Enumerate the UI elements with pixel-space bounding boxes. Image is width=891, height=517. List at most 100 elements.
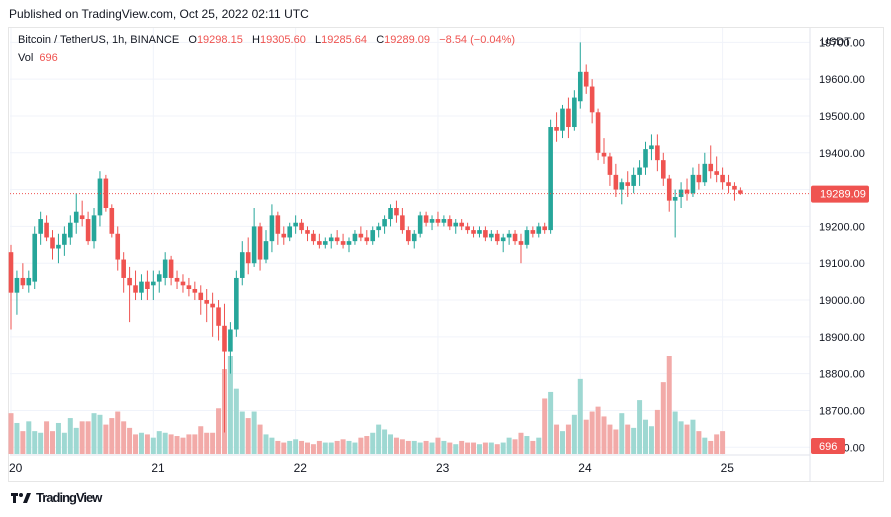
volume-bar: [138, 432, 144, 454]
volume-bar: [542, 398, 548, 454]
volume-bar: [660, 382, 666, 454]
volume-bar: [720, 431, 726, 454]
candle-body: [234, 277, 239, 330]
candle-body: [293, 222, 298, 227]
candle-body: [192, 288, 198, 293]
volume-bar: [405, 440, 411, 454]
volume-bar: [251, 411, 257, 454]
candle-body: [577, 71, 583, 102]
volume-bar: [643, 419, 649, 454]
volume-bar: [358, 437, 364, 454]
volume-bar: [417, 442, 423, 454]
volume-bar: [530, 440, 536, 454]
candle-body: [382, 219, 387, 227]
symbol-legend: Bitcoin / TetherUS, 1h, BINANCE O19298.1…: [18, 34, 515, 46]
volume-bar: [476, 444, 482, 454]
volume-bar: [293, 439, 299, 454]
volume-bar: [577, 378, 583, 454]
volume-bar: [382, 429, 388, 454]
volume-bar: [554, 424, 560, 454]
volume-bar: [275, 440, 281, 454]
volume-bar: [684, 424, 690, 454]
volume-bar: [619, 413, 625, 454]
candle-body: [726, 182, 731, 186]
candle-body: [441, 219, 447, 223]
volume-bar: [299, 440, 305, 454]
close-label: C: [376, 34, 385, 46]
last-price-badge: [811, 185, 869, 203]
candle-body: [631, 174, 636, 186]
volume-bar: [85, 421, 91, 454]
candle-body: [489, 233, 494, 238]
volume-bar: [20, 431, 26, 454]
candle-body: [661, 160, 666, 179]
volume-bar: [482, 442, 488, 454]
price-tick-label: 19000.00: [819, 295, 865, 307]
volume-bar: [38, 432, 44, 454]
volume-bar: [121, 421, 127, 454]
volume-bar: [447, 442, 453, 454]
candle-body: [210, 303, 215, 308]
volume-bar: [364, 436, 370, 454]
candle-body: [346, 241, 352, 245]
volume-bar: [565, 424, 571, 454]
volume-bar: [488, 442, 494, 454]
candle-body: [115, 233, 121, 260]
candle-body: [554, 127, 559, 131]
volume-bar: [316, 440, 322, 454]
candle-body: [32, 233, 38, 282]
volume-bar: [150, 437, 156, 454]
volume-bar: [465, 442, 471, 454]
volume-bar: [310, 444, 316, 454]
volume-label: Vol: [18, 52, 34, 64]
volume-bar: [180, 437, 186, 454]
volume-bar: [388, 434, 394, 454]
candle-body: [572, 97, 577, 128]
chart-frame: [8, 27, 884, 482]
volume-bar: [506, 437, 512, 454]
candle-body: [8, 252, 14, 293]
published-caption: Published on TradingView.com, Oct 25, 20…: [9, 7, 309, 21]
price-tick-label: 19700.00: [819, 37, 865, 49]
candle-body: [370, 230, 376, 242]
candle-body: [109, 208, 115, 234]
candle-body: [216, 307, 221, 326]
volume-bar: [340, 439, 346, 454]
candle-body: [299, 222, 304, 231]
candle-body: [702, 163, 708, 183]
candle-body: [536, 226, 542, 234]
volume-bar: [216, 408, 222, 454]
candle-body: [672, 196, 678, 201]
time-tick-label: 21: [151, 461, 165, 475]
volume-bar: [263, 434, 269, 454]
candle-body: [649, 145, 654, 150]
time-tick-label: 24: [578, 461, 592, 475]
volume-bar: [583, 419, 589, 454]
candle-body: [68, 222, 73, 238]
price-tick-label: 18900.00: [819, 332, 865, 344]
candle-body: [26, 277, 32, 286]
candle-body: [435, 219, 441, 223]
candle-body: [352, 233, 358, 242]
candle-body: [151, 281, 156, 286]
volume-bar: [55, 422, 61, 454]
volume-bar: [109, 418, 115, 454]
candle-body: [483, 230, 488, 238]
candle-body: [566, 108, 571, 128]
candle-body: [530, 230, 536, 234]
volume-bar: [690, 419, 696, 454]
candle-body: [465, 226, 470, 231]
volume-bar: [393, 437, 399, 454]
tradingview-brand: TradingView: [36, 490, 102, 505]
candle-body: [720, 174, 725, 183]
volume-bar: [328, 442, 334, 454]
candle-body: [518, 241, 524, 245]
footer[interactable]: TradingView: [10, 490, 102, 505]
candle-body: [400, 215, 405, 231]
volume-bar: [571, 414, 577, 454]
volume-bar: [269, 437, 275, 454]
volume-bar: [559, 431, 565, 454]
candle-body: [334, 237, 340, 242]
volume-bar: [239, 411, 245, 454]
